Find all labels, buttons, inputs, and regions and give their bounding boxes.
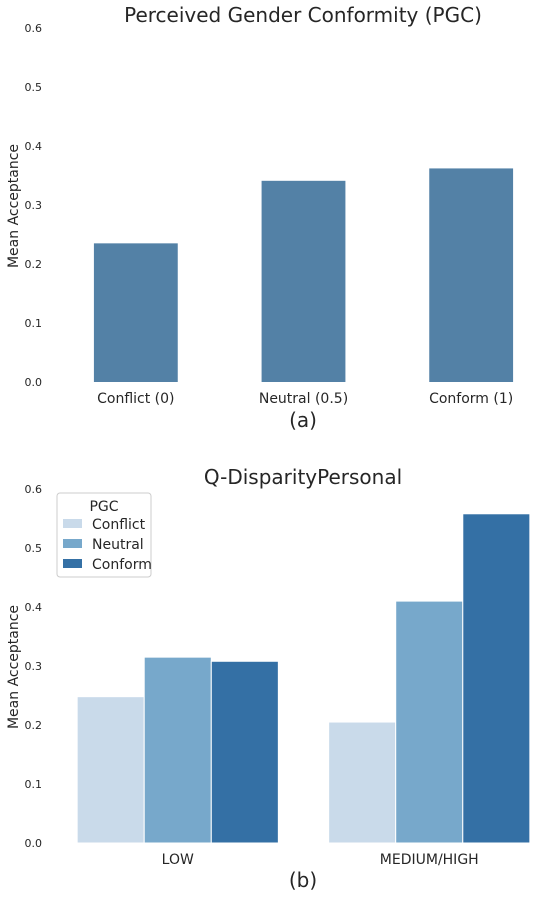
panel-a-xtick-label: Neutral (0.5) bbox=[259, 391, 348, 407]
panel-b-bar-conflict bbox=[328, 721, 397, 844]
panel-b-bar-neutral bbox=[395, 600, 464, 844]
legend-label: Neutral bbox=[92, 537, 144, 553]
panel-b-bar-conform bbox=[210, 660, 279, 844]
panel-a-title: Perceived Gender Conformity (PGC) bbox=[124, 3, 482, 27]
panel-a-ytick-label: 0.2 bbox=[25, 258, 43, 271]
legend-items: Conflict Neutral Conform bbox=[63, 517, 152, 573]
panel-a-xtick-label: Conflict (0) bbox=[97, 391, 174, 407]
legend-swatch-conform bbox=[63, 559, 82, 568]
legend-title: PGC bbox=[89, 499, 118, 515]
panel-b-title: Q-DisparityPersonal bbox=[204, 465, 402, 489]
legend-frame bbox=[56, 492, 152, 578]
panel-a-ytick-label: 0.5 bbox=[25, 81, 43, 94]
panel-a-bar bbox=[429, 168, 514, 382]
panel-b-ytick-label: 0.1 bbox=[25, 778, 43, 791]
panel-b-ytick-label: 0.2 bbox=[25, 719, 43, 732]
panel-a-bar bbox=[261, 180, 346, 382]
panel-a-y-axis: 0.0 0.1 0.2 0.3 0.4 0.5 0.6 bbox=[25, 22, 43, 389]
panel-b-label: (b) bbox=[289, 868, 317, 892]
panel-b-ytick-label: 0.4 bbox=[25, 601, 43, 614]
panel-b-bar-conform bbox=[462, 513, 531, 844]
panel-b-y-axis: 0.0 0.1 0.2 0.3 0.4 0.5 0.6 bbox=[25, 483, 43, 850]
panel-b-bars bbox=[76, 513, 531, 844]
panel-a-label: (a) bbox=[289, 408, 317, 432]
panel-b-xtick-label: MEDIUM/HIGH bbox=[380, 852, 479, 868]
panel-b-x-axis: LOW MEDIUM/HIGH bbox=[162, 852, 479, 868]
panel-a-ytick-label: 0.1 bbox=[25, 317, 43, 330]
panel-a-bar bbox=[93, 243, 178, 382]
panel-b-chart: Q-DisparityPersonal Mean Acceptance 0.00… bbox=[6, 465, 531, 892]
panel-a-ytick-label: 0.3 bbox=[25, 199, 43, 212]
legend-label: Conform bbox=[92, 557, 152, 573]
panel-a-ylabel: Mean Acceptance bbox=[6, 144, 22, 268]
panel-a-chart: Perceived Gender Conformity (PGC) Mean A… bbox=[6, 3, 513, 432]
panel-b-bar-neutral bbox=[143, 656, 212, 844]
panel-a-xtick-label: Conform (1) bbox=[429, 391, 513, 407]
panel-b-ytick-label: 0.6 bbox=[25, 483, 43, 496]
legend-swatch-conflict bbox=[63, 519, 82, 528]
legend: PGC Conflict Neutral Conform bbox=[56, 492, 152, 578]
legend-swatch-neutral bbox=[63, 539, 82, 548]
panel-b-xtick-label: LOW bbox=[162, 852, 194, 868]
panel-b-ylabel: Mean Acceptance bbox=[6, 605, 22, 729]
legend-label: Conflict bbox=[92, 517, 146, 533]
panel-a-ytick-label: 0.4 bbox=[25, 140, 43, 153]
panel-a-x-axis: Conflict (0) Neutral (0.5) Conform (1) bbox=[97, 391, 513, 407]
panel-b-ytick-label: 0.3 bbox=[25, 660, 43, 673]
panel-a-ytick-label: 0.0 bbox=[25, 376, 43, 389]
panel-b-ytick-label: 0.5 bbox=[25, 542, 43, 555]
panel-a-bars bbox=[93, 168, 514, 382]
panel-b-ytick-label: 0.0 bbox=[25, 837, 43, 850]
panel-a-ytick-label: 0.6 bbox=[25, 22, 43, 35]
panel-b-bar-conflict bbox=[76, 696, 145, 844]
